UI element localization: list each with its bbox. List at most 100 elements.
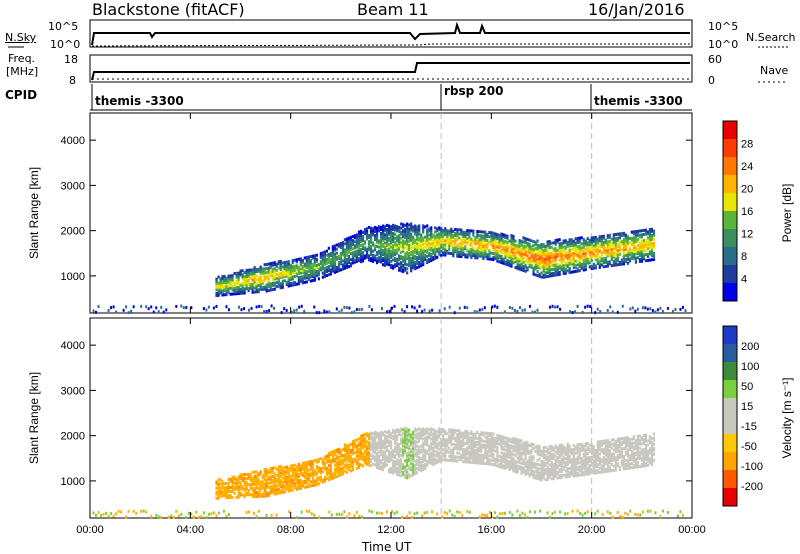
velocity-cell bbox=[331, 454, 335, 458]
power-cell bbox=[572, 260, 575, 264]
power-cell bbox=[560, 254, 563, 258]
velocity-cell bbox=[394, 470, 397, 474]
power-cell bbox=[337, 267, 341, 271]
velocity-cell bbox=[470, 442, 473, 446]
velocity-cell bbox=[426, 449, 429, 453]
power-cell bbox=[602, 242, 605, 246]
velocity-cell bbox=[315, 483, 318, 487]
velocity-cell bbox=[243, 493, 246, 497]
power-cell bbox=[418, 230, 421, 234]
velocity-cell bbox=[379, 445, 383, 449]
power-cell bbox=[381, 244, 385, 248]
velocity-cell bbox=[520, 439, 523, 443]
velocity-cell bbox=[588, 449, 591, 453]
velocity-cell bbox=[331, 450, 335, 454]
velocity-cell bbox=[530, 467, 533, 471]
velocity-cell bbox=[478, 449, 481, 453]
velocity-cell bbox=[468, 450, 471, 454]
power-cell bbox=[560, 248, 563, 252]
velocity-cell bbox=[357, 461, 361, 465]
power-cell bbox=[361, 257, 365, 261]
velocity-cell bbox=[472, 442, 475, 446]
power-cell bbox=[402, 233, 405, 237]
velocity-cell bbox=[464, 454, 467, 458]
velocity-cell bbox=[446, 450, 449, 454]
power-cell bbox=[349, 243, 353, 247]
velocity-cell bbox=[381, 468, 385, 472]
velocity-cell bbox=[426, 437, 429, 441]
velocity-cell bbox=[219, 490, 222, 494]
power-near-cell bbox=[175, 304, 178, 308]
power-cell bbox=[498, 254, 501, 258]
velocity-cell bbox=[508, 453, 511, 457]
power-cell bbox=[440, 229, 443, 233]
power-cell bbox=[532, 248, 535, 252]
velocity-cell bbox=[490, 462, 493, 466]
velocity-cell bbox=[462, 449, 465, 453]
velocity-cell bbox=[396, 438, 399, 442]
velocity-cell bbox=[428, 444, 431, 448]
velocity-cell bbox=[464, 435, 467, 439]
power-cell bbox=[404, 246, 407, 250]
velocity-cell bbox=[389, 454, 393, 458]
power-cell bbox=[528, 246, 531, 250]
velocity-cell bbox=[426, 427, 429, 431]
power-cell bbox=[233, 286, 236, 290]
power-cell bbox=[369, 259, 373, 263]
velocity-cell bbox=[454, 455, 457, 459]
power-cell bbox=[416, 247, 419, 251]
power-cell bbox=[345, 253, 349, 257]
velocity-cell bbox=[580, 459, 583, 463]
power-cell bbox=[293, 283, 296, 287]
power-cell bbox=[339, 268, 343, 272]
velocity-cell bbox=[462, 439, 465, 443]
power-cell bbox=[490, 257, 493, 261]
power-cell bbox=[518, 245, 521, 249]
power-cell bbox=[345, 247, 349, 251]
power-cell bbox=[327, 273, 330, 277]
velocity-cell bbox=[548, 457, 551, 461]
power-cell bbox=[432, 241, 435, 245]
velocity-cell bbox=[452, 436, 455, 440]
velocity-cell bbox=[418, 435, 421, 439]
velocity-cell bbox=[377, 456, 381, 460]
power-cell bbox=[652, 241, 656, 245]
power-cell bbox=[217, 285, 220, 289]
velocity-cell bbox=[550, 463, 553, 467]
velocity-cell bbox=[303, 463, 306, 467]
velocity-cell bbox=[438, 431, 441, 435]
velocity-cell bbox=[385, 437, 389, 441]
velocity-cell bbox=[400, 466, 403, 470]
velocity-cell bbox=[383, 446, 387, 450]
power-cell bbox=[466, 241, 469, 245]
velocity-cell bbox=[289, 482, 292, 486]
power-cell bbox=[642, 239, 646, 243]
power-cell bbox=[564, 245, 567, 249]
power-cell bbox=[594, 256, 597, 260]
power-cell bbox=[265, 263, 268, 266]
velocity-cell bbox=[239, 493, 242, 497]
velocity-cell bbox=[440, 458, 443, 462]
power-cell bbox=[498, 233, 501, 237]
velocity-cell bbox=[552, 454, 555, 458]
power-cell bbox=[291, 269, 294, 273]
power-cell bbox=[576, 253, 579, 257]
velocity-cell bbox=[566, 448, 569, 452]
power-cell bbox=[345, 257, 349, 261]
power-cell bbox=[444, 233, 447, 237]
velocity-cell bbox=[406, 435, 409, 439]
velocity-cell bbox=[516, 442, 519, 446]
velocity-cell bbox=[361, 458, 365, 462]
velocity-cell bbox=[420, 432, 423, 436]
power-near-cell bbox=[350, 311, 353, 315]
velocity-cell bbox=[556, 472, 559, 476]
power-cell bbox=[311, 256, 314, 260]
velocity-cell bbox=[412, 459, 415, 463]
power-cell bbox=[355, 233, 359, 237]
velocity-cell bbox=[385, 434, 389, 438]
velocity-cell bbox=[432, 436, 435, 440]
velocity-cell bbox=[351, 442, 355, 446]
power-cell bbox=[446, 239, 449, 243]
power-cell bbox=[307, 259, 310, 263]
power-cell bbox=[424, 253, 427, 257]
